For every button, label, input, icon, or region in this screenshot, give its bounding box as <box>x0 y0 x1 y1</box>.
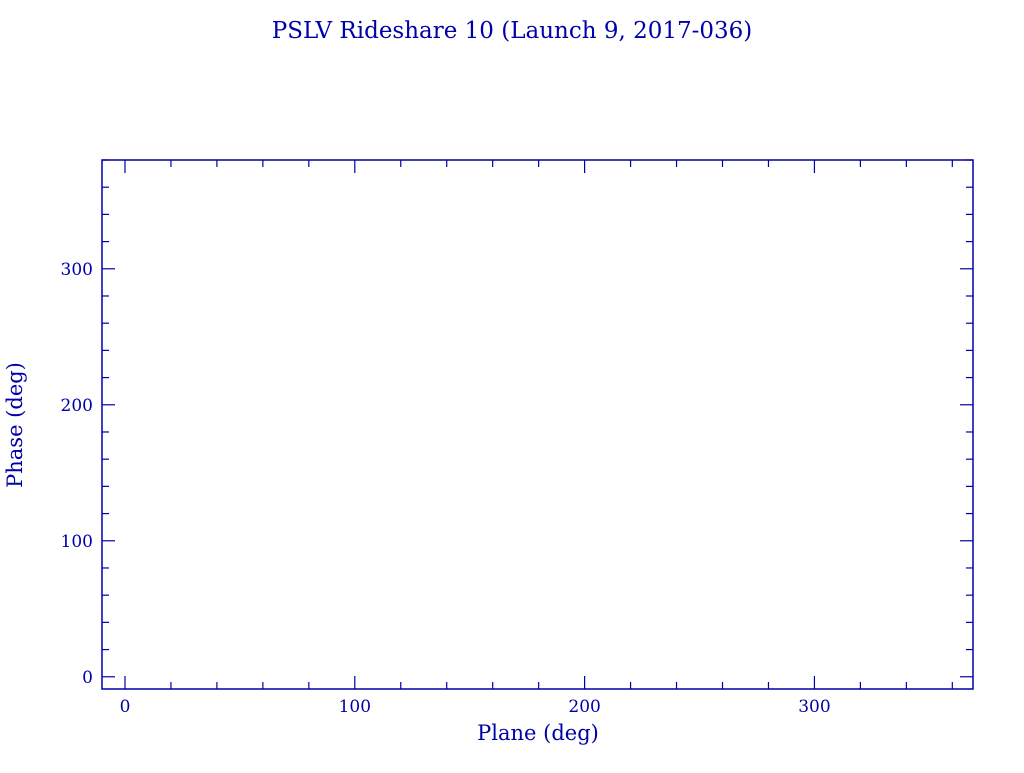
y-axis-label: Phase (deg) <box>3 362 27 488</box>
y-tick-label: 200 <box>61 396 93 416</box>
x-tick-label: 200 <box>568 697 600 717</box>
x-tick-label: 100 <box>339 697 371 717</box>
ticks: 0 100 200 300 0 100 200 300 <box>61 159 973 717</box>
y-tick-label: 0 <box>82 668 93 688</box>
chart-title: PSLV Rideshare 10 (Launch 9, 2017-036) <box>272 18 753 44</box>
x-tick-label: 0 <box>120 697 131 717</box>
y-tick-label: 100 <box>61 532 93 552</box>
x-tick-label: 300 <box>798 697 830 717</box>
x-axis-label: Plane (deg) <box>477 721 599 745</box>
y-tick-label: 300 <box>61 260 93 280</box>
plot-frame <box>101 159 974 690</box>
